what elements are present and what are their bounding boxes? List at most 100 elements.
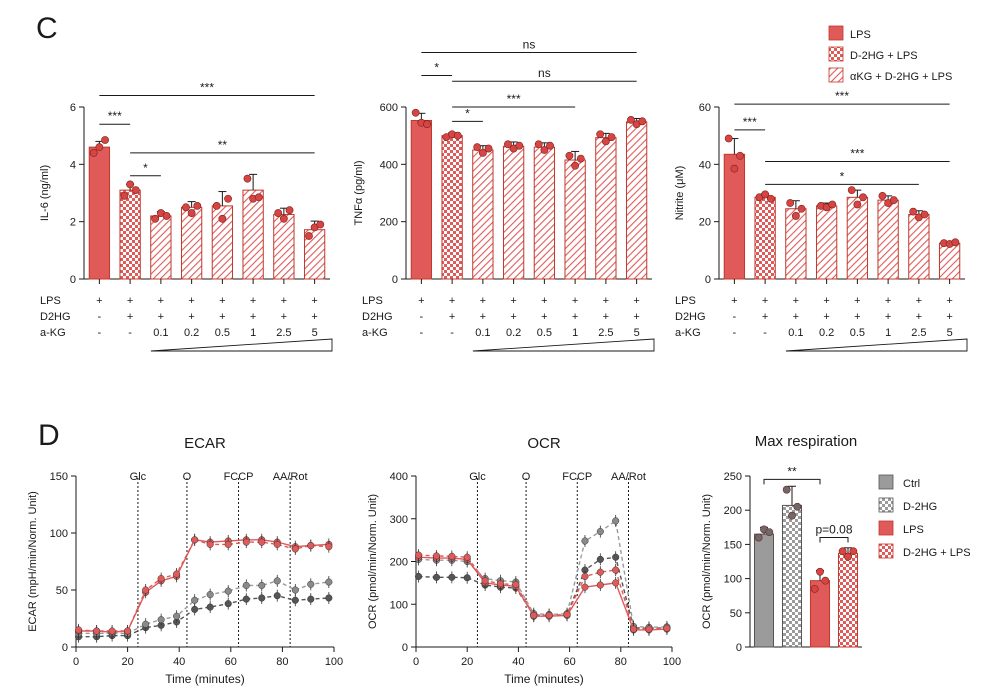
condition-value: +: [762, 295, 768, 307]
data-point: [224, 587, 232, 595]
data-point: [596, 528, 604, 536]
data-point: [838, 547, 847, 556]
bar: [908, 214, 930, 280]
data-point: [206, 591, 214, 599]
data-point: [273, 577, 281, 585]
x-tick-label: 20: [461, 656, 473, 668]
bar: [533, 146, 556, 280]
data-point: [816, 567, 824, 576]
condition-row-label: LPS: [362, 295, 383, 307]
y-tick-label: 0: [62, 642, 68, 654]
y-tick-label: 200: [390, 557, 408, 569]
condition-value: +: [946, 295, 952, 307]
data-point: [273, 592, 281, 600]
data-point: [242, 595, 250, 603]
y-tick-label: 0: [402, 642, 408, 654]
y-tick-label: 40: [699, 159, 711, 171]
data-point: [316, 220, 325, 229]
condition-value: +: [127, 311, 133, 323]
condition-value: 0.1: [788, 327, 803, 339]
condition-value: 2.5: [598, 327, 613, 339]
condition-value: 1: [572, 327, 578, 339]
data-point: [596, 568, 604, 576]
bar: [441, 135, 463, 280]
legend-swatch-ctrl: [878, 474, 894, 490]
data-point: [859, 193, 867, 202]
data-point: [173, 612, 181, 620]
bar: [754, 196, 776, 280]
data-point: [193, 201, 202, 210]
data-point: [243, 174, 252, 183]
series-line: [78, 539, 329, 633]
data-point: [828, 200, 837, 209]
data-point: [120, 191, 129, 200]
bar: [815, 205, 838, 280]
data-point: [754, 533, 763, 542]
data-point: [415, 572, 423, 581]
bar: [625, 121, 648, 280]
akg-gradient-wedge: [785, 338, 968, 352]
data-point: [411, 108, 420, 117]
chart-ecar: 0 50 100 150 0 20 40 60 80 100 Glc O FCCP AA/Rot Time …: [27, 435, 343, 686]
y-tick-label: 20: [699, 217, 711, 229]
x-tick-label: 40: [512, 656, 524, 668]
condition-row-label: LPS: [675, 295, 696, 307]
data-point: [765, 528, 774, 536]
significance-label: *: [434, 60, 439, 74]
condition-value: +: [96, 295, 102, 307]
data-point: [453, 131, 462, 140]
data-point: [212, 201, 221, 210]
condition-value: 5: [634, 327, 640, 339]
data-point: [576, 154, 585, 163]
bar: [410, 119, 433, 280]
y-axis-label: TNFα (pg/ml): [353, 160, 365, 225]
series-line: [418, 554, 667, 630]
condition-value: -: [733, 327, 737, 339]
significance-label: ***: [835, 89, 849, 103]
data-point: [478, 148, 487, 157]
condition-value: +: [188, 311, 194, 323]
data-point: [607, 133, 616, 141]
data-point: [218, 214, 227, 223]
condition-value: +: [885, 311, 891, 323]
condition-value: +: [793, 311, 799, 323]
data-point: [187, 209, 196, 217]
data-point: [821, 576, 830, 585]
data-point: [481, 577, 489, 585]
data-point: [75, 626, 83, 634]
data-point: [206, 540, 214, 548]
injection-label: AA/Rot: [611, 471, 646, 483]
significance-label: **: [218, 138, 228, 152]
condition-value: +: [854, 295, 860, 307]
condition-value: +: [510, 295, 516, 307]
condition-value: +: [418, 295, 424, 307]
condition-value: 0.2: [184, 327, 199, 339]
y-tick-label: 600: [380, 102, 398, 114]
condition-value: -: [98, 327, 102, 339]
bar: [119, 189, 141, 280]
data-point: [258, 594, 266, 602]
y-tick-label: 2: [70, 217, 76, 229]
data-point: [540, 146, 549, 154]
data-point: [730, 164, 739, 173]
y-tick-label: 100: [50, 528, 68, 540]
condition-value: +: [916, 311, 922, 323]
y-tick-label: 60: [699, 102, 711, 114]
chart-ocr: 0 100 200 300 400 0 20 40 60 80 100 Glc O FCCP AA/Rot T…: [367, 435, 681, 686]
y-tick-label: 200: [380, 217, 398, 229]
condition-row-label: D2HG: [362, 311, 393, 323]
data-point: [423, 120, 431, 129]
data-point: [206, 603, 214, 611]
y-tick-label: 300: [390, 514, 408, 526]
x-axis-label: Time (minutes): [165, 672, 245, 686]
chart-max-respiration: 0 50 100 150 200 250 ** p=0.08 OCR (pmol/min/Nor…: [701, 433, 862, 654]
bar: [877, 199, 899, 280]
condition-value: -: [420, 311, 424, 323]
x-tick-label: 100: [663, 656, 681, 668]
y-tick-label: 6: [70, 102, 76, 114]
data-point: [786, 199, 795, 207]
y-tick-label: 400: [380, 159, 398, 171]
condition-value: -: [450, 327, 454, 339]
y-tick-label: 150: [50, 471, 68, 483]
